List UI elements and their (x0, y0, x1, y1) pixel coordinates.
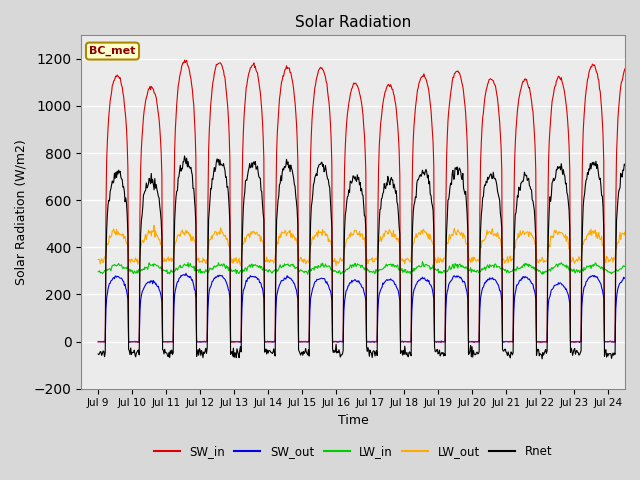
X-axis label: Time: Time (338, 414, 369, 427)
Legend: SW_in, SW_out, LW_in, LW_out, Rnet: SW_in, SW_out, LW_in, LW_out, Rnet (149, 441, 557, 463)
Text: BC_met: BC_met (90, 46, 136, 56)
Y-axis label: Solar Radiation (W/m2): Solar Radiation (W/m2) (15, 139, 28, 285)
Title: Solar Radiation: Solar Radiation (295, 15, 412, 30)
